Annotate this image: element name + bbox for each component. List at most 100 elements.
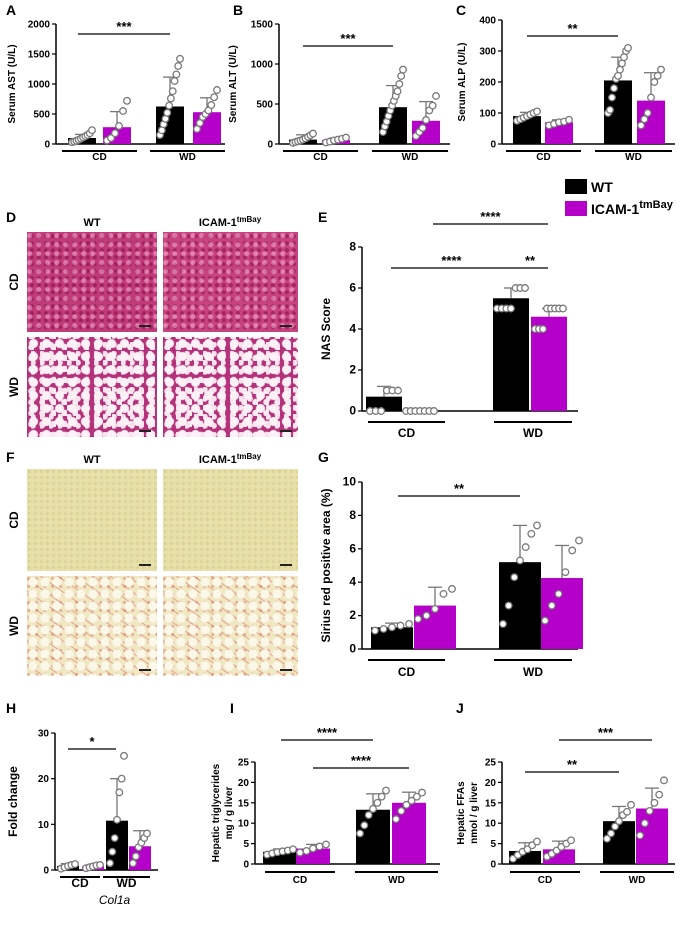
i-point <box>360 821 369 830</box>
j-point <box>567 836 575 845</box>
panel-letter-c: C <box>456 2 466 18</box>
g-point <box>499 620 507 628</box>
e-point <box>539 325 547 333</box>
g-y-label: Sirius red positive area (%) <box>319 488 333 642</box>
j-point <box>523 845 532 854</box>
micro-f-col-wt: WT <box>83 454 100 466</box>
b-y-tick-label: 1500 <box>251 20 274 31</box>
g-point <box>561 568 570 577</box>
i-y-tick-label: 10 <box>238 819 250 830</box>
scale-bar <box>280 325 292 327</box>
g-point <box>431 604 439 613</box>
g-y-tick-label: 6 <box>349 541 356 555</box>
micro-d-col-ko-base: ICAM-1 <box>199 217 237 229</box>
g-bar <box>371 627 413 649</box>
panel-letter-b: B <box>233 2 243 18</box>
i-point <box>412 792 421 801</box>
j-category-label: WD <box>629 875 646 886</box>
h-y-tick-label: 20 <box>38 774 50 785</box>
j-point <box>627 800 635 809</box>
e-category-label: CD <box>398 426 416 440</box>
legend-wt-swatch <box>565 179 587 194</box>
micro-f-col-ko: ICAM-1tmBay <box>199 452 262 466</box>
legend-ko-sup: tmBay <box>639 199 674 211</box>
legend-wt-label: WT <box>591 179 613 195</box>
micro-f-col-ko-base: ICAM-1 <box>199 454 237 466</box>
panel-letter-j: J <box>456 700 464 716</box>
scale-bar <box>280 430 292 432</box>
i-y-label-line: mg / g liver <box>224 786 235 839</box>
c-point <box>565 115 573 124</box>
j-point <box>655 790 664 799</box>
e-y-tick-label: 2 <box>349 363 356 377</box>
c-point <box>533 107 541 116</box>
e-sig-label: **** <box>480 209 501 224</box>
a-sig-label: *** <box>116 19 132 34</box>
h-point <box>96 861 104 869</box>
i-point <box>322 840 330 849</box>
e-y-tick-label: 4 <box>349 322 356 336</box>
e-y-label: NAS Score <box>319 298 333 360</box>
panel-letter-i: I <box>230 700 234 716</box>
j-y-label-line: Hepatic FFAs <box>456 781 467 845</box>
j-y-label-line: nmol / g liver <box>469 782 480 844</box>
b-point <box>342 133 350 142</box>
legend-ko-base: ICAM-1 <box>591 201 639 217</box>
h-y-tick-label: 30 <box>38 729 50 740</box>
i-sig-label: **** <box>317 725 338 740</box>
c-point <box>653 71 662 80</box>
j-point <box>645 807 654 815</box>
panel-letter-h: H <box>6 700 16 716</box>
g-y-tick-label: 10 <box>343 475 357 489</box>
e-category-label: WD <box>523 426 543 440</box>
c-point <box>610 84 618 93</box>
b-point <box>393 87 402 96</box>
j-point <box>533 837 541 846</box>
c-y-tick-label: 200 <box>479 78 496 89</box>
a-point <box>163 108 172 117</box>
b-y-tick-label: 500 <box>256 100 273 111</box>
j-y-tick-label: 5 <box>490 839 496 850</box>
sr-wd-wt-image <box>27 576 157 676</box>
micro-d-col-wt: WT <box>83 217 100 229</box>
b-point <box>428 101 437 110</box>
h-category-label: WD <box>117 876 137 890</box>
h-point <box>115 788 124 797</box>
h-point <box>143 829 151 838</box>
b-point <box>397 72 406 80</box>
i-point <box>289 845 297 854</box>
j-point <box>636 831 644 840</box>
g-y-tick-label: 2 <box>349 608 356 622</box>
j-y-label: Hepatic FFAs nmol / g liver <box>456 781 480 845</box>
c-point <box>608 93 616 102</box>
c-category-label: CD <box>536 152 550 163</box>
he-cd-wt-image <box>27 232 157 332</box>
b-sig-label: *** <box>340 31 356 46</box>
a-point <box>119 107 127 115</box>
j-point <box>611 822 619 831</box>
i-y-tick-label: 25 <box>238 758 250 769</box>
sr-cd-wt-image <box>27 469 157 571</box>
a-point <box>174 62 183 70</box>
b-point <box>395 80 404 88</box>
j-point <box>650 798 659 807</box>
a-point <box>170 77 179 85</box>
e-bar <box>531 316 567 411</box>
c-point <box>637 121 645 130</box>
scale-bar <box>139 669 151 671</box>
j-point <box>615 817 623 826</box>
i-point <box>377 792 386 801</box>
i-point <box>302 846 311 855</box>
c-point <box>640 115 649 124</box>
micro-f-col-ko-sup: tmBay <box>237 452 262 461</box>
panel-letter-f: F <box>6 449 15 465</box>
legend-ko-label: ICAM-1tmBay <box>591 199 674 217</box>
g-point <box>504 601 513 610</box>
micro-d-row-wd: WD <box>7 377 21 397</box>
c-point <box>657 65 665 74</box>
j-point <box>660 776 668 785</box>
h-point <box>117 774 126 783</box>
